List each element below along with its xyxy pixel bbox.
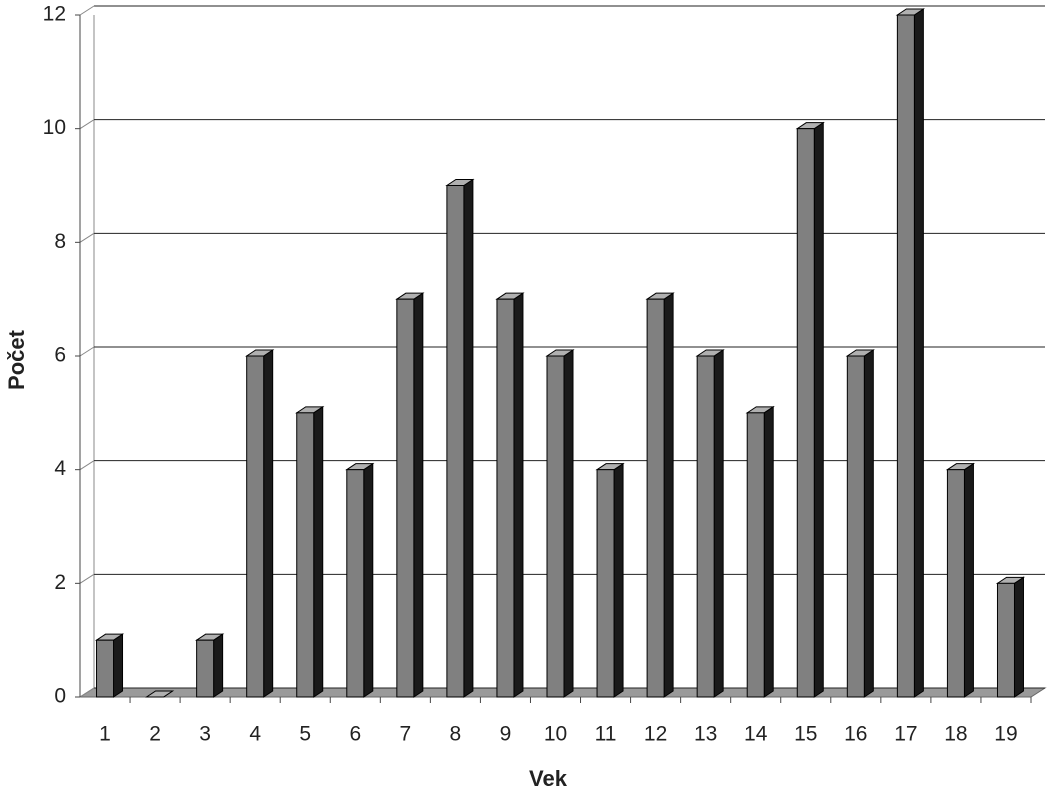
bar-side: [563, 349, 574, 698]
y-tick-label: 8: [54, 230, 66, 253]
x-tick-label: 12: [644, 723, 667, 746]
grid-line: [79, 460, 95, 471]
bar: [946, 469, 965, 698]
grid-line: [79, 119, 95, 130]
bar: [246, 355, 265, 698]
bar: [346, 469, 365, 698]
bar-side: [313, 405, 324, 698]
bar-side: [363, 462, 374, 698]
x-tick-label: 6: [349, 723, 361, 746]
x-tick-label: 9: [500, 723, 512, 746]
grid-line: [79, 346, 95, 357]
bar-side: [813, 121, 824, 698]
bar-side: [663, 292, 674, 698]
bar-side: [713, 349, 724, 698]
x-tick-label: 1: [99, 723, 111, 746]
bar: [446, 185, 465, 698]
x-tick-label: 13: [694, 723, 717, 746]
bar-side: [863, 349, 874, 698]
bar: [746, 412, 765, 698]
bar-side: [763, 405, 774, 698]
x-tick-label: 2: [149, 723, 161, 746]
x-tick-label: 7: [399, 723, 411, 746]
x-tick-label: 8: [450, 723, 462, 746]
bar: [396, 298, 415, 698]
bar: [196, 639, 215, 698]
x-tick-label: 19: [994, 723, 1017, 746]
y-tick-label: 6: [54, 344, 66, 367]
bar-side: [913, 8, 924, 698]
x-tick-label: 18: [944, 723, 967, 746]
bar: [696, 355, 715, 698]
bar: [846, 355, 865, 698]
grid-line: [79, 573, 95, 584]
grid-line: [79, 5, 95, 16]
bar-side: [963, 462, 974, 698]
bar: [296, 412, 315, 698]
bar: [596, 469, 615, 698]
bar-side: [213, 633, 224, 698]
x-tick-label: 10: [544, 723, 567, 746]
x-tick-label: 4: [249, 723, 261, 746]
x-tick-label: 15: [794, 723, 817, 746]
grid-line: [79, 232, 95, 243]
bar: [96, 639, 115, 698]
bar: [996, 582, 1015, 698]
bar-side: [263, 349, 274, 698]
x-tick-label: 17: [894, 723, 917, 746]
bar: [496, 298, 515, 698]
y-tick-label: 4: [54, 457, 66, 480]
bar-side: [113, 633, 124, 698]
y-tick-label: 12: [43, 3, 66, 26]
bar-top: [144, 690, 175, 698]
y-tick-label: 2: [54, 571, 66, 594]
bar: [646, 298, 665, 698]
y-tick-label: 0: [54, 685, 66, 708]
y-tick-label: 10: [43, 116, 66, 139]
x-tick-label: 3: [199, 723, 211, 746]
y-axis-title: Počet: [4, 329, 29, 390]
bar-side: [413, 292, 424, 698]
x-axis-title: Vek: [529, 766, 568, 791]
bar-side: [463, 178, 474, 698]
bar-side: [613, 462, 624, 698]
bar-side: [1013, 576, 1024, 698]
bar: [896, 14, 915, 698]
grid-line: [79, 687, 95, 698]
x-tick-label: 16: [844, 723, 867, 746]
bar: [546, 355, 565, 698]
x-tick-label: 5: [299, 723, 311, 746]
bar-side: [513, 292, 524, 698]
x-tick-label: 11: [595, 723, 617, 746]
bar: [796, 128, 815, 698]
x-tick-label: 14: [744, 723, 768, 746]
